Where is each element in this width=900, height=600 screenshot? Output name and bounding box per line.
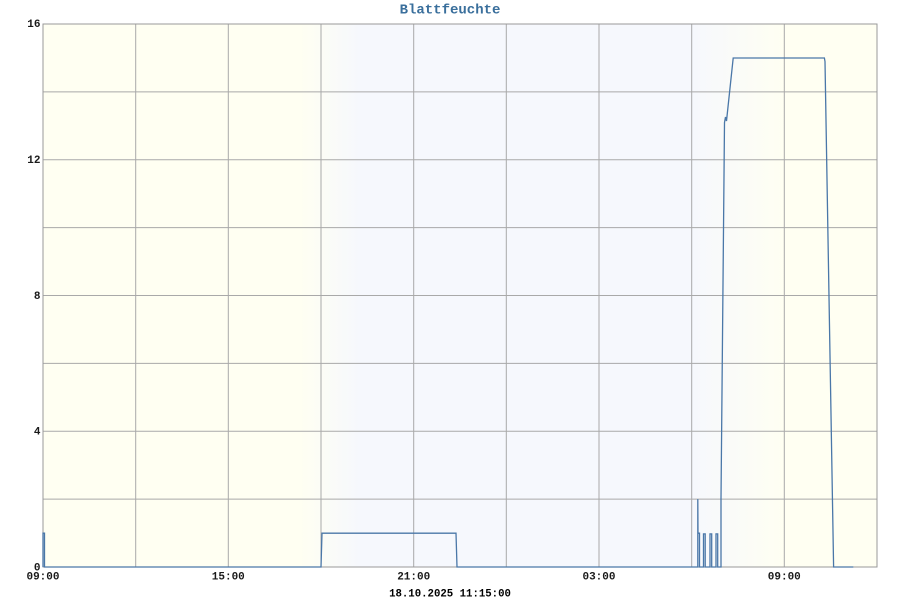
svg-text:09:00: 09:00 [768,572,801,584]
svg-text:09:00: 09:00 [26,572,59,584]
svg-text:4: 4 [34,427,41,439]
svg-text:21:00: 21:00 [397,572,430,584]
svg-text:8: 8 [34,291,41,303]
svg-text:18.10.2025 11:15:00: 18.10.2025 11:15:00 [389,589,511,600]
svg-text:16: 16 [27,19,40,31]
svg-text:15:00: 15:00 [212,572,245,584]
svg-text:03:00: 03:00 [582,572,615,584]
svg-text:12: 12 [27,155,40,167]
svg-text:Blattfeuchte: Blattfeuchte [400,3,501,19]
